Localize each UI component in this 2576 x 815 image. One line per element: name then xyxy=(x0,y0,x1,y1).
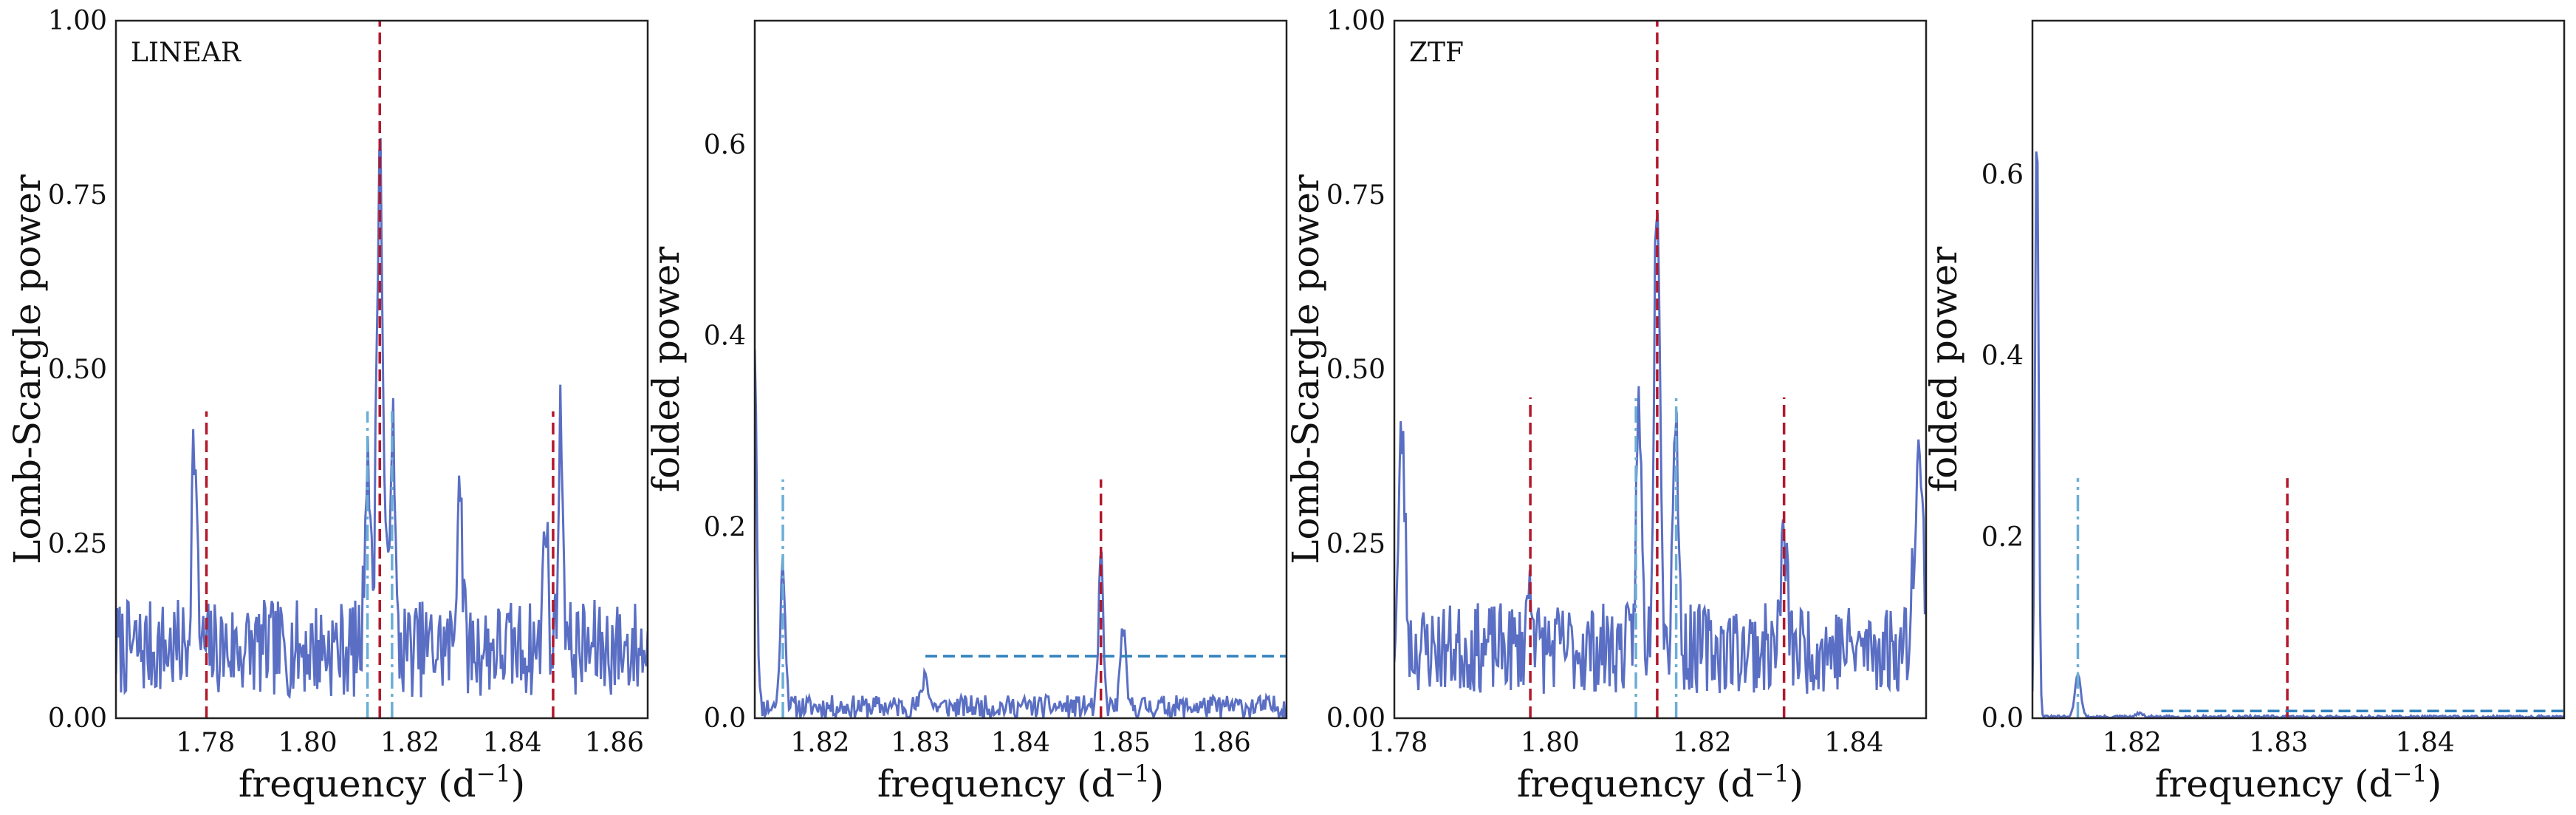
y-tick-label: 0.4 xyxy=(704,321,746,352)
y-axis-title: folded power xyxy=(1922,247,1965,493)
x-tick-label: 1.86 xyxy=(585,728,644,758)
x-axis-title: frequency (d−1) xyxy=(239,760,525,805)
x-tick-label: 1.78 xyxy=(1368,728,1428,758)
plot-frame xyxy=(114,19,649,720)
y-tick-label: 0.4 xyxy=(1981,341,2024,372)
y-tick-label: 1.00 xyxy=(1326,6,1385,36)
x-axis-title: frequency (d−1) xyxy=(2155,760,2442,805)
y-tick-label: 0.25 xyxy=(1326,529,1385,559)
x-tick-label: 1.83 xyxy=(2249,728,2308,758)
periodogram-series xyxy=(116,138,648,700)
y-tick-label: 0.50 xyxy=(1326,355,1385,385)
y-tick-label: 1.00 xyxy=(48,6,107,36)
x-tick-label: 1.82 xyxy=(380,728,439,758)
x-tick-label: 1.84 xyxy=(482,728,541,758)
periodogram-series xyxy=(1394,212,1926,694)
survey-label: LINEAR xyxy=(131,38,242,68)
panel-2: 1.82 1.83 1.84 1.85 1.86 0.0 0.2 0.4 0.6 frequenc… xyxy=(645,19,1288,805)
y-axis-title: Lomb-Scargle power xyxy=(1284,174,1327,565)
x-tick-label: 1.84 xyxy=(1824,728,1883,758)
y-tick-label: 0.6 xyxy=(704,130,746,160)
x-tick-label: 1.84 xyxy=(991,728,1050,758)
x-tick-label: 1.84 xyxy=(2395,728,2454,758)
y-tick-label: 0.50 xyxy=(48,355,107,385)
plot-frame xyxy=(1393,19,1928,720)
x-axis-title: frequency (d−1) xyxy=(1517,760,1803,805)
periodogram-series xyxy=(2032,151,2564,718)
x-tick-label: 1.80 xyxy=(278,728,338,758)
panel-3: 1.78 1.80 1.82 1.84 0.00 0.25 0.50 0.75 1.00 freq… xyxy=(1284,6,1928,805)
survey-label: ZTF xyxy=(1409,38,1464,68)
y-tick-label: 0.00 xyxy=(1326,703,1385,734)
x-axis-title: frequency (d−1) xyxy=(877,760,1164,805)
x-tick-label: 1.78 xyxy=(176,728,235,758)
x-tick-label: 1.82 xyxy=(2103,728,2162,758)
x-tick-label: 1.82 xyxy=(1672,728,1731,758)
y-tick-label: 0.25 xyxy=(48,529,107,559)
x-tick-label: 1.85 xyxy=(1092,728,1151,758)
y-tick-label: 0.2 xyxy=(704,512,746,542)
panel-1: 1.78 1.80 1.82 1.84 1.86 0.00 0.25 0.50 0.75 1.00… xyxy=(6,6,649,805)
plot-frame xyxy=(753,19,1288,720)
y-tick-label: 0.0 xyxy=(1981,703,2024,734)
x-tick-label: 1.80 xyxy=(1521,728,1580,758)
y-tick-label: 0.0 xyxy=(704,703,746,734)
y-axis-title: Lomb-Scargle power xyxy=(6,174,49,565)
x-tick-label: 1.82 xyxy=(790,728,849,758)
y-tick-label: 0.00 xyxy=(48,703,107,734)
y-tick-label: 0.75 xyxy=(1326,180,1385,211)
x-tick-label: 1.83 xyxy=(891,728,950,758)
y-tick-label: 0.6 xyxy=(1981,160,2024,190)
plot-frame xyxy=(2031,19,2566,720)
y-tick-label: 0.2 xyxy=(1981,522,2024,553)
y-tick-label: 0.75 xyxy=(48,180,107,211)
panel-4: 1.82 1.83 1.84 0.0 0.2 0.4 0.6 frequency (d−1) f… xyxy=(1922,19,2566,805)
x-tick-label: 1.86 xyxy=(1192,728,1251,758)
periodogram-series xyxy=(755,349,1287,718)
y-axis-title: folded power xyxy=(645,247,688,493)
